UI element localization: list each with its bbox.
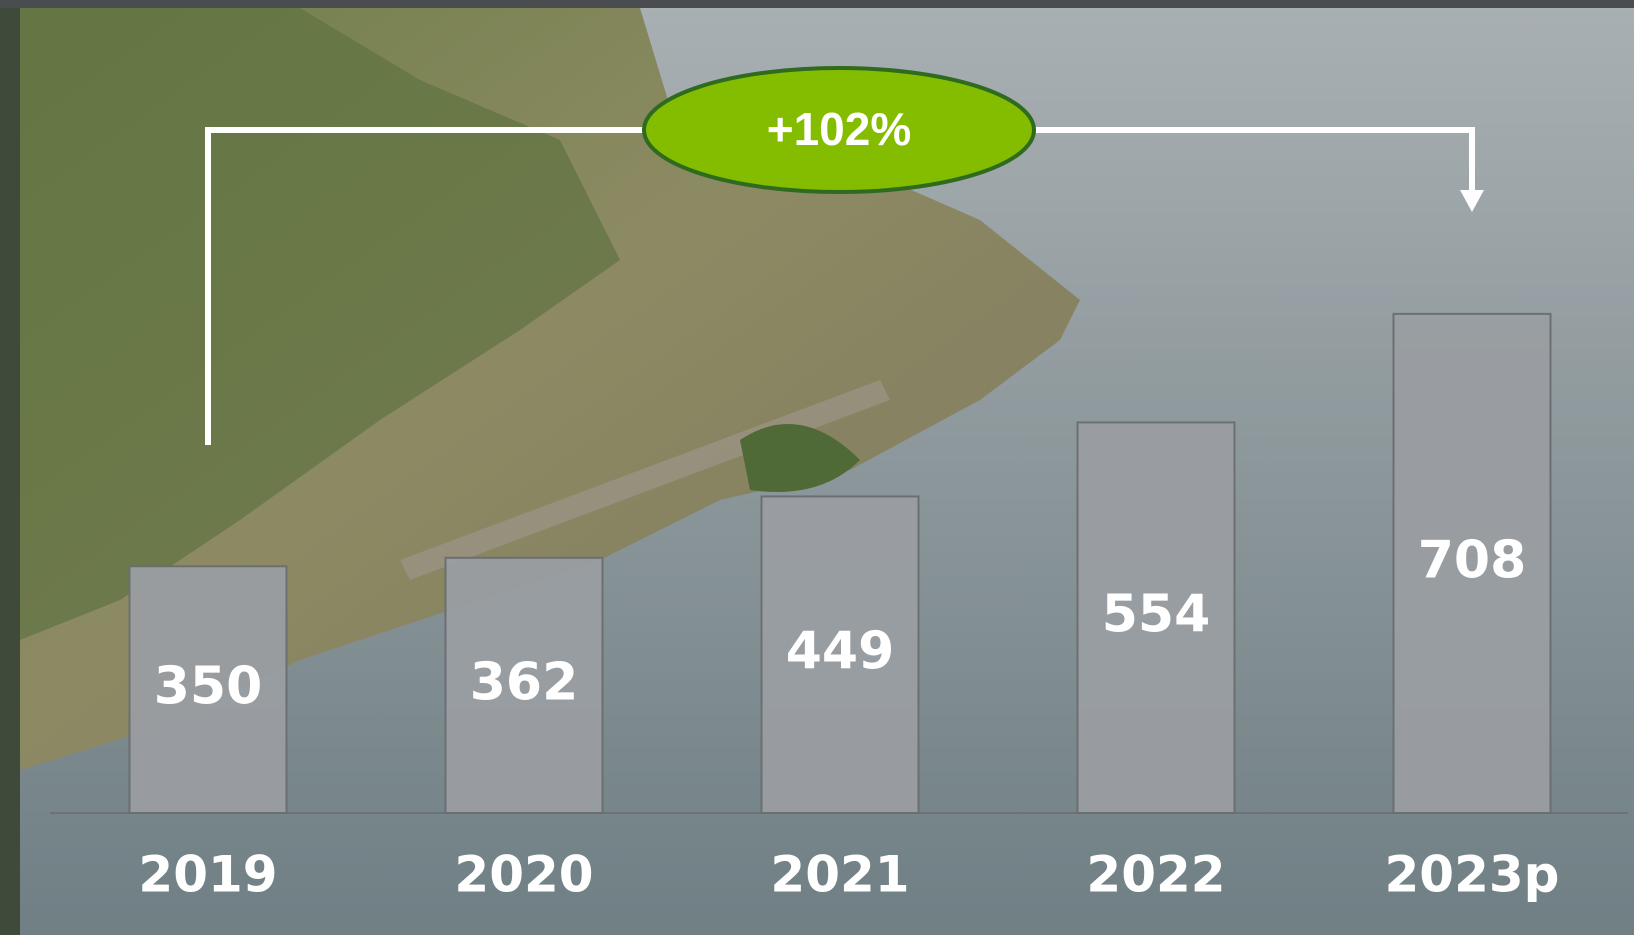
value-label: 554 [1102,585,1211,645]
value-label: 708 [1418,530,1527,590]
x-tick-label: 2020 [454,846,593,904]
growth-badge [642,66,1036,194]
x-tick-label: 2019 [138,846,277,904]
arrow-head [1460,190,1484,212]
value-label: 449 [786,622,895,682]
bar [760,495,920,814]
growth-label: +102% [767,103,912,155]
bar [1076,421,1236,814]
x-tick-label: 2021 [770,846,909,904]
bar [1392,312,1552,814]
x-tick-label: 2023p [1385,846,1560,904]
bar [444,556,604,814]
x-tick-label: 2022 [1086,846,1225,904]
value-label: 350 [154,657,263,717]
bar [128,565,288,814]
value-label: 362 [470,652,579,712]
